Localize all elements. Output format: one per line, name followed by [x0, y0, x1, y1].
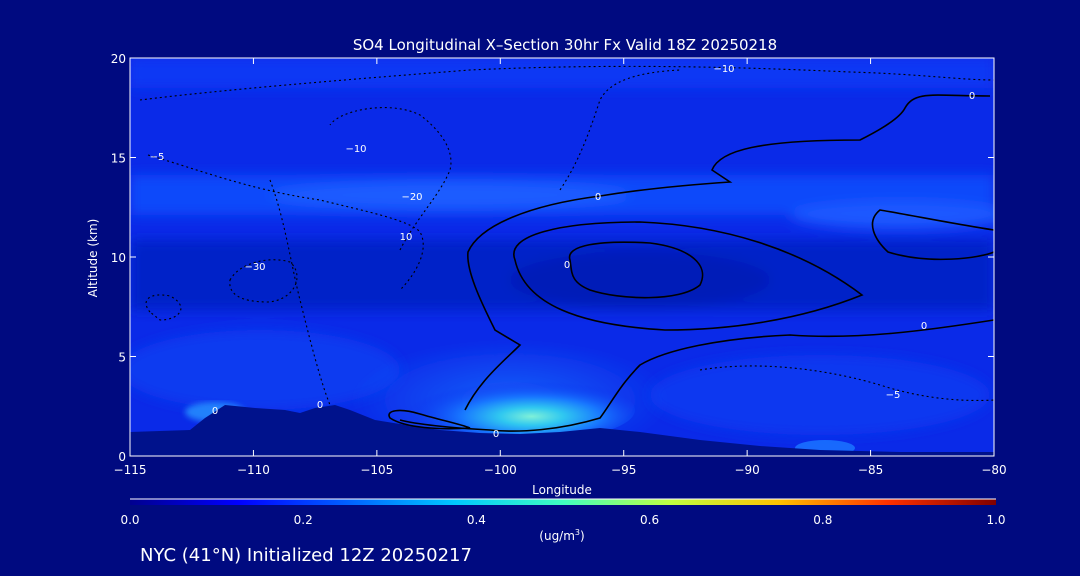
y-axis-label: Altitude (km) [86, 219, 100, 298]
dotted-contour-d [145, 294, 182, 321]
x-tick-label: −85 [858, 463, 883, 477]
y-tick-label: 10 [111, 251, 126, 265]
y-tick-label: 0 [118, 450, 126, 464]
colorbar-unit: (ug/m3) [539, 528, 584, 543]
terrain [130, 405, 994, 456]
x-tick-label: −90 [734, 463, 759, 477]
contour-0-loop [513, 221, 864, 331]
colorbar-tick-label: 0.8 [813, 513, 832, 527]
y-tick-label: 5 [118, 351, 126, 365]
chart-title: SO4 Longitudinal X–Section 30hr Fx Valid… [353, 36, 777, 54]
y-axis: 0 5 10 15 20 [111, 52, 994, 464]
y-tick-label: 20 [111, 52, 126, 66]
contour-label: 0 [564, 260, 570, 271]
x-tick-label: −105 [360, 463, 393, 477]
lower-left-glow [130, 330, 400, 410]
band-11km-right [790, 201, 994, 229]
dotted-contour-e [559, 69, 681, 191]
dotted-contour-a [139, 65, 994, 101]
x-tick-label: −110 [237, 463, 270, 477]
contour-label: 0 [969, 91, 975, 102]
colorbar-tick-label: 0.0 [120, 513, 139, 527]
lower-right [650, 355, 990, 435]
colorbar-tick-label: 1.0 [986, 513, 1005, 527]
colorbar-tick-label: 0.2 [294, 513, 313, 527]
contour-label: −10 [713, 64, 734, 75]
dotted-contour-g [699, 365, 994, 402]
contour-label: −20 [401, 192, 422, 203]
y-tick-label: 15 [111, 152, 126, 166]
contour-label: 10 [400, 232, 413, 243]
contour-label: −30 [244, 262, 265, 273]
contour-0-main [464, 94, 991, 411]
contour-label: 0 [921, 321, 927, 332]
contour-0-right [871, 209, 994, 261]
colorbar-tick-label: 0.4 [467, 513, 486, 527]
core-dark [510, 252, 770, 308]
band-13km-patch [270, 181, 630, 209]
contour-label: −5 [886, 390, 901, 401]
contour-0-lower [399, 319, 994, 432]
colorbar [130, 499, 996, 505]
x-axis: −115 −110 −105 −100 −95 −90 −85 −80 [114, 58, 1007, 477]
x-tick-label: −100 [484, 463, 517, 477]
x-tick-label: −80 [981, 463, 1006, 477]
x-tick-label: −95 [611, 463, 636, 477]
colorbar-ticks: 0.0 0.2 0.4 0.6 0.8 1.0 [120, 513, 1005, 527]
contour-label: 0 [595, 192, 601, 203]
heatmap-field: −10 −5 −10 −20 0 0 0 0 −5 0 −30 10 0 0 [130, 58, 994, 456]
contour-label: −5 [150, 152, 165, 163]
contour-label: 0 [317, 400, 323, 411]
contour-inner [568, 241, 704, 299]
dotted-contour-h [269, 179, 331, 406]
contour-label: 0 [212, 406, 218, 417]
dotted-contour-b [147, 154, 424, 291]
contour-label: −10 [345, 144, 366, 155]
upper-band [130, 58, 994, 88]
x-axis-label: Longitude [532, 483, 592, 497]
x-tick-label: −115 [114, 463, 147, 477]
contour-small-loop [388, 409, 471, 430]
contour-label: 0 [493, 429, 499, 440]
colorbar-tick-label: 0.6 [640, 513, 659, 527]
footer-caption: NYC (41°N) Initialized 12Z 20250217 [140, 545, 472, 566]
